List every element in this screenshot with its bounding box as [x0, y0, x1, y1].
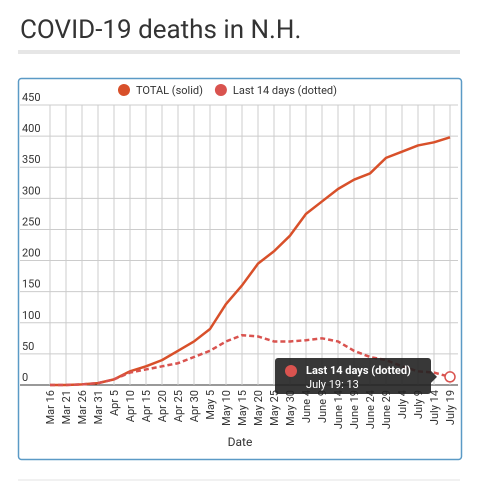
y-tick-label: 0 [22, 371, 28, 384]
x-tick-label: May 30 [284, 390, 297, 426]
y-tick-label: 350 [22, 153, 41, 166]
x-tick-label: July 14 [428, 390, 441, 425]
y-tick-label: 100 [22, 309, 41, 322]
x-tick-label: Apr 10 [124, 390, 137, 422]
legend-label: TOTAL (solid) [136, 84, 203, 97]
tooltip-marker [285, 365, 297, 377]
x-tick-label: May 5 [204, 390, 217, 420]
x-tick-label: June 4 [300, 390, 313, 423]
x-tick-label: May 25 [268, 390, 281, 426]
y-tick-label: 50 [22, 340, 34, 353]
x-tick-label: Apr 25 [172, 390, 185, 422]
x-tick-label: Mar 21 [60, 390, 73, 424]
y-tick-label: 250 [22, 215, 41, 228]
x-tick-label: Mar 26 [76, 390, 89, 424]
x-tick-label: May 15 [236, 390, 249, 426]
x-tick-label: Apr 30 [188, 390, 201, 422]
x-tick-label: July 9 [412, 390, 425, 419]
x-tick-label: May 10 [220, 390, 233, 426]
x-tick-label: June 19 [348, 390, 361, 429]
x-tick-label: Mar 31 [92, 390, 105, 424]
chart-title: COVID-19 deaths in N.H. [20, 15, 301, 45]
plot: Last 14 days (dotted)July 19: 13 [50, 136, 456, 394]
tooltip-pointer [431, 370, 437, 383]
tooltip-box [275, 358, 431, 394]
x-tick-label: Apr 15 [140, 390, 153, 422]
y-tick-label: 300 [22, 184, 41, 197]
x-tick-label: May 20 [252, 390, 265, 426]
x-tick-label: July 19 [444, 390, 457, 425]
x-tick-label: June 29 [380, 390, 393, 429]
x-tick-label: Apr 5 [108, 390, 121, 416]
x-tick-label: June 9 [316, 390, 329, 423]
y-tick-label: 150 [22, 278, 41, 291]
x-axis-title: Date [228, 435, 253, 449]
x-tick-label: Apr 20 [156, 390, 169, 422]
y-tick-label: 450 [22, 91, 41, 104]
x-tick-label: Mar 16 [44, 390, 57, 424]
tooltip-title: Last 14 days (dotted) [306, 364, 411, 377]
y-tick-label: 200 [22, 247, 41, 260]
x-tick-label: June 14 [332, 390, 345, 429]
legend-marker [214, 84, 227, 96]
tooltip-label: July 19: 13 [306, 378, 359, 391]
hover-point [444, 371, 456, 383]
x-tick-label: July 4 [396, 390, 409, 419]
legend-marker [118, 84, 130, 96]
legend-label: Last 14 days (dotted) [233, 84, 337, 97]
x-tick-label: June 24 [364, 390, 377, 429]
y-tick-label: 400 [22, 122, 41, 135]
title-rule [18, 50, 460, 54]
